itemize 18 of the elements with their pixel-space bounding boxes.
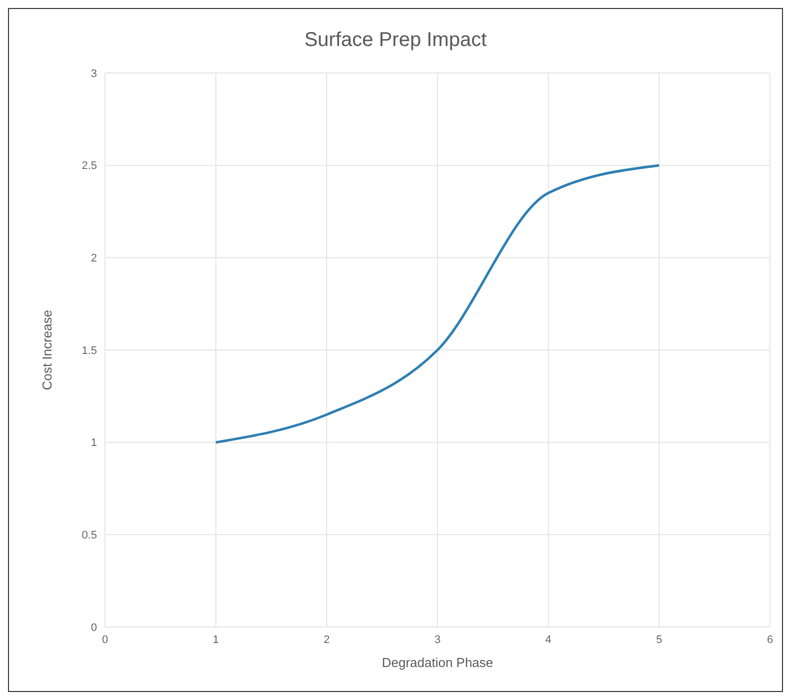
y-tick-label: 1.5 <box>82 344 97 357</box>
line-series <box>214 164 660 444</box>
x-tick-label: 5 <box>656 634 662 646</box>
y-tick-label: 0 <box>90 622 97 634</box>
y-tick-label: 0.5 <box>82 530 97 542</box>
x-tick-label: 3 <box>434 634 441 646</box>
x-tick-label: 6 <box>766 634 774 646</box>
chart-title: Surface Prep Impact <box>303 29 488 52</box>
x-tick-label: 2 <box>324 634 330 646</box>
x-axis-title: Degradation Phase <box>382 655 494 670</box>
y-tick-label: 2 <box>90 252 97 265</box>
x-tick-label: 4 <box>545 634 552 646</box>
y-tick-label: 3 <box>90 68 97 80</box>
y-axis-title: Cost Increase <box>40 310 55 390</box>
x-tick-label: 0 <box>102 634 108 646</box>
y-tick-label: 2.5 <box>82 160 97 172</box>
x-tick-label: 1 <box>212 634 219 646</box>
y-tick-label: 1 <box>90 437 97 450</box>
